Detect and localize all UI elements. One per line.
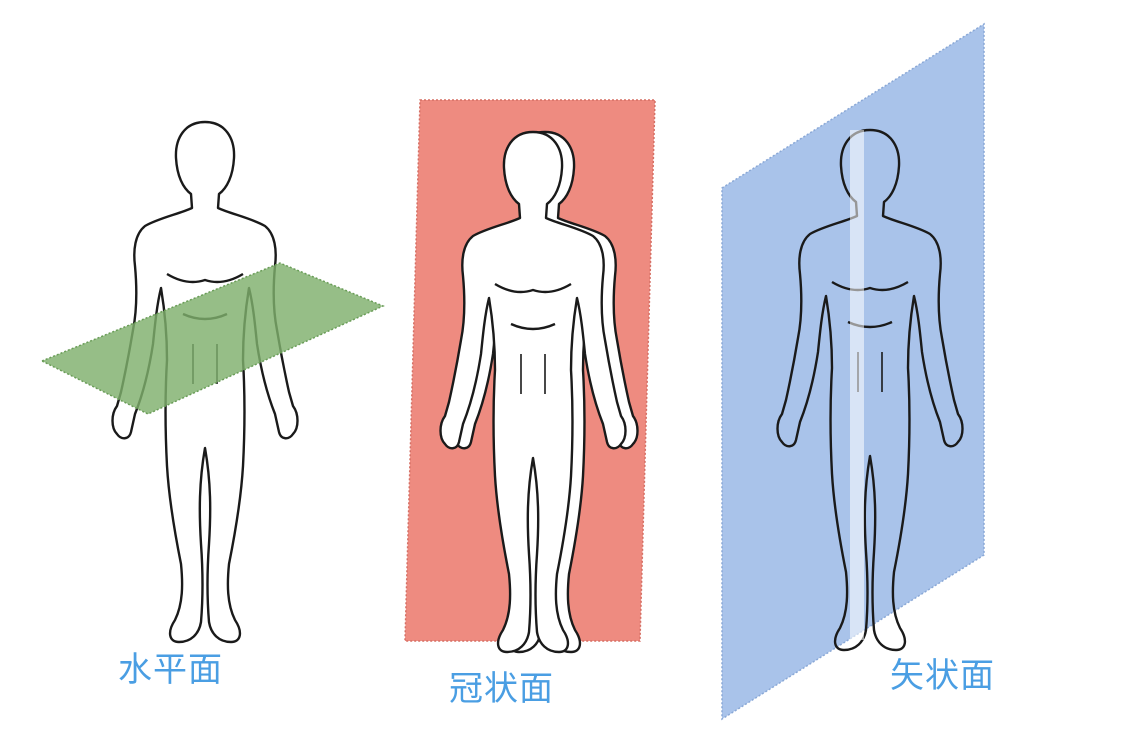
horizontal-plane-figure <box>40 120 385 644</box>
coronal-plane-figure <box>404 99 656 654</box>
coronal-plane-label: 冠状面 <box>449 669 554 709</box>
horizontal-plane <box>40 262 385 415</box>
sagittal-plane-figure <box>721 22 985 721</box>
sagittal-plane-label: 矢状面 <box>890 656 995 696</box>
sagittal-plane-cut-highlight <box>850 130 864 640</box>
horizontal-plane-label: 水平面 <box>118 650 223 690</box>
human-outline-2 <box>439 130 627 654</box>
